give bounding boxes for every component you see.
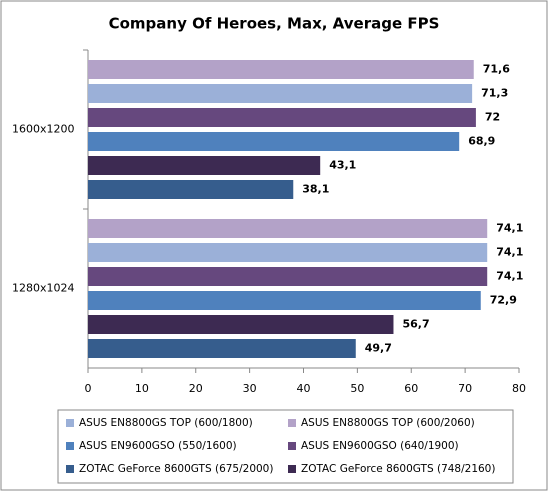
value-label: 71,6 bbox=[483, 63, 510, 76]
bar bbox=[88, 156, 321, 175]
legend-label: ZOTAC GeForce 8600GTS (675/2000) bbox=[79, 463, 273, 475]
value-label: 72,9 bbox=[490, 294, 517, 307]
x-tick-label: 40 bbox=[297, 382, 311, 395]
legend-swatch bbox=[288, 442, 296, 450]
x-tick-label: 80 bbox=[512, 382, 526, 395]
y-tick-label: 1600x1200 bbox=[12, 123, 75, 136]
x-tick-label: 60 bbox=[404, 382, 418, 395]
legend-label: ASUS EN8800GS TOP (600/1800) bbox=[79, 417, 253, 429]
value-label: 72 bbox=[485, 111, 500, 124]
legend-swatch bbox=[66, 442, 74, 450]
legend-swatch bbox=[288, 465, 296, 473]
bar bbox=[88, 291, 481, 310]
value-label: 74,1 bbox=[496, 222, 523, 235]
legend-swatch bbox=[66, 465, 74, 473]
x-tick-label: 10 bbox=[135, 382, 149, 395]
value-label: 38,1 bbox=[302, 183, 329, 196]
value-label: 74,1 bbox=[496, 246, 523, 259]
legend-label: ASUS EN9600GSO (640/1900) bbox=[301, 440, 459, 452]
bar bbox=[88, 315, 394, 334]
bar bbox=[88, 132, 460, 151]
bar bbox=[88, 60, 474, 79]
x-tick-label: 0 bbox=[85, 382, 92, 395]
value-label: 43,1 bbox=[329, 159, 356, 172]
value-label: 71,3 bbox=[481, 87, 508, 100]
x-tick-label: 30 bbox=[243, 382, 257, 395]
x-tick-label: 50 bbox=[350, 382, 364, 395]
legend-swatch bbox=[288, 419, 296, 427]
y-tick-label: 1280x1024 bbox=[12, 282, 75, 295]
bar bbox=[88, 243, 488, 262]
bar bbox=[88, 219, 488, 238]
legend-box bbox=[57, 409, 514, 484]
x-tick-label: 70 bbox=[458, 382, 472, 395]
value-label: 68,9 bbox=[468, 135, 495, 148]
value-label: 56,7 bbox=[402, 318, 429, 331]
legend-label: ASUS EN8800GS TOP (600/2060) bbox=[301, 417, 475, 429]
legend-swatch bbox=[66, 419, 74, 427]
value-label: 74,1 bbox=[496, 270, 523, 283]
x-tick-label: 20 bbox=[189, 382, 203, 395]
value-label: 49,7 bbox=[365, 342, 392, 355]
legend-label: ZOTAC GeForce 8600GTS (748/2160) bbox=[301, 463, 495, 475]
bar bbox=[88, 339, 356, 358]
bar bbox=[88, 180, 294, 199]
bar bbox=[88, 267, 488, 286]
bar bbox=[88, 84, 473, 103]
chart-title: Company Of Heroes, Max, Average FPS bbox=[109, 15, 440, 33]
legend-label: ASUS EN9600GSO (550/1600) bbox=[79, 440, 237, 452]
bar bbox=[88, 108, 476, 127]
